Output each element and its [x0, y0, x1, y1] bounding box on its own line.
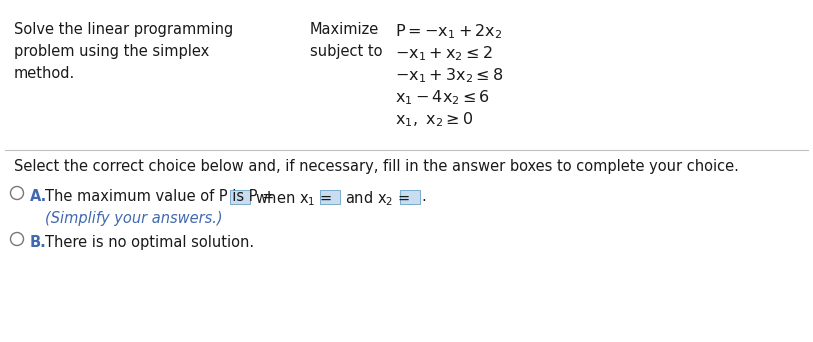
Text: $\mathsf{{-x_1 + x_2 \leq 2}}$: $\mathsf{{-x_1 + x_2 \leq 2}}$ [395, 44, 493, 63]
Text: (Simplify your answers.): (Simplify your answers.) [45, 211, 223, 226]
Text: subject to: subject to [310, 44, 382, 59]
Text: when $\mathsf{x_1}$ =: when $\mathsf{x_1}$ = [255, 189, 333, 208]
FancyBboxPatch shape [320, 190, 340, 204]
Text: B.: B. [30, 235, 47, 250]
Text: problem using the simplex: problem using the simplex [14, 44, 209, 59]
Text: The maximum value of P is P =: The maximum value of P is P = [45, 189, 274, 204]
Text: $\mathsf{{x_1,\ x_2 \geq 0}}$: $\mathsf{{x_1,\ x_2 \geq 0}}$ [395, 110, 473, 129]
Text: $\mathsf{P = {-x_1} + 2x_2}$: $\mathsf{P = {-x_1} + 2x_2}$ [395, 22, 502, 41]
Text: and $\mathsf{x_2}$ =: and $\mathsf{x_2}$ = [345, 189, 411, 208]
Text: method.: method. [14, 66, 76, 81]
Text: .: . [421, 189, 426, 204]
FancyBboxPatch shape [230, 190, 250, 204]
FancyBboxPatch shape [400, 190, 420, 204]
Text: Select the correct choice below and, if necessary, fill in the answer boxes to c: Select the correct choice below and, if … [14, 159, 739, 174]
Text: A.: A. [30, 189, 47, 204]
Text: $\mathsf{{x_1 - 4x_2 \leq 6}}$: $\mathsf{{x_1 - 4x_2 \leq 6}}$ [395, 88, 490, 107]
Text: Solve the linear programming: Solve the linear programming [14, 22, 233, 37]
Text: There is no optimal solution.: There is no optimal solution. [45, 235, 254, 250]
Text: Maximize: Maximize [310, 22, 379, 37]
Text: $\mathsf{{-x_1 + 3x_2 \leq 8}}$: $\mathsf{{-x_1 + 3x_2 \leq 8}}$ [395, 66, 503, 85]
